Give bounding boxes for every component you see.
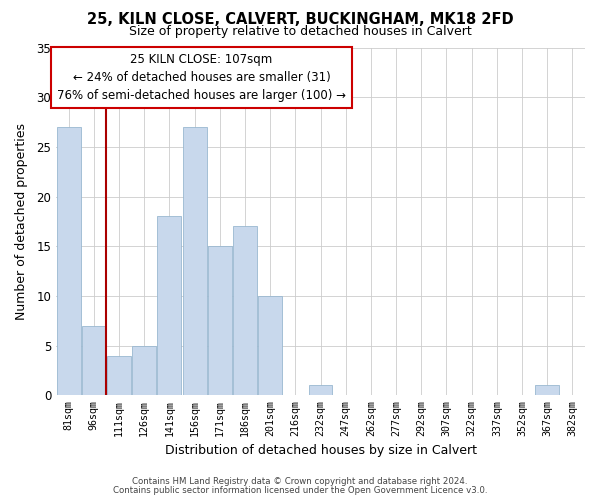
Text: 25, KILN CLOSE, CALVERT, BUCKINGHAM, MK18 2FD: 25, KILN CLOSE, CALVERT, BUCKINGHAM, MK1… xyxy=(86,12,514,28)
Text: Contains public sector information licensed under the Open Government Licence v3: Contains public sector information licen… xyxy=(113,486,487,495)
X-axis label: Distribution of detached houses by size in Calvert: Distribution of detached houses by size … xyxy=(164,444,476,458)
Bar xyxy=(233,226,257,396)
Bar xyxy=(308,386,332,396)
Bar xyxy=(208,246,232,396)
Bar xyxy=(157,216,181,396)
Bar xyxy=(82,326,106,396)
Bar xyxy=(258,296,282,396)
Y-axis label: Number of detached properties: Number of detached properties xyxy=(15,123,28,320)
Bar xyxy=(132,346,156,396)
Bar xyxy=(535,386,559,396)
Text: Contains HM Land Registry data © Crown copyright and database right 2024.: Contains HM Land Registry data © Crown c… xyxy=(132,477,468,486)
Bar xyxy=(182,127,206,396)
Text: 25 KILN CLOSE: 107sqm
← 24% of detached houses are smaller (31)
76% of semi-deta: 25 KILN CLOSE: 107sqm ← 24% of detached … xyxy=(57,52,346,102)
Bar xyxy=(56,127,80,396)
Text: Size of property relative to detached houses in Calvert: Size of property relative to detached ho… xyxy=(128,25,472,38)
Bar xyxy=(107,356,131,396)
